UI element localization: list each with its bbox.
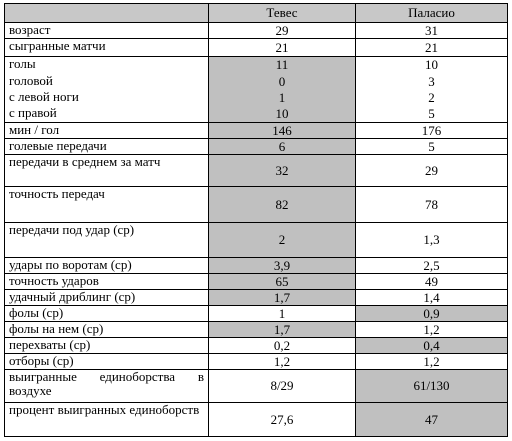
row-label: процент выигранных единоборств (4, 402, 209, 437)
table-row: с правой 10 5 (4, 105, 508, 123)
row-label: отборы (ср) (4, 353, 209, 370)
value-cell: 1,2 (208, 353, 356, 370)
row-label: голевые передачи (4, 138, 209, 155)
table-row: выигранные единоборства в воздухе 8/29 61/… (4, 369, 508, 403)
value-cell: 8/29 (208, 369, 356, 403)
value-cell: 1,7 (208, 289, 356, 306)
value-cell: 176 (355, 122, 508, 139)
value-cell: 31 (355, 22, 508, 39)
row-label: мин / гол (4, 122, 209, 139)
table-row: головой 0 3 (4, 73, 508, 90)
value-cell: 47 (355, 402, 508, 437)
row-label: возраст (4, 22, 209, 39)
row-label: с правой (4, 105, 209, 123)
table-row: мин / гол 146 176 (4, 122, 508, 139)
value-cell: 49 (355, 273, 508, 290)
value-cell: 5 (355, 138, 508, 155)
value-cell: 29 (355, 154, 508, 187)
table-row: возраст 29 31 (4, 22, 508, 39)
table-row: удары по воротам (ср) 3,9 2,5 (4, 257, 508, 274)
table-row: перехваты (ср) 0,2 0,4 (4, 337, 508, 354)
value-cell: 6 (208, 138, 356, 155)
table-body: возраст 29 31 сыгранные матчи 21 21 голы 11 10 го… (4, 22, 508, 437)
value-cell: 65 (208, 273, 356, 290)
row-label: точность ударов (4, 273, 209, 290)
row-label: передачи под удар (ср) (4, 222, 209, 258)
row-label: удачный дриблинг (ср) (4, 289, 209, 306)
value-cell: 146 (208, 122, 356, 139)
value-cell: 0 (208, 73, 356, 90)
value-cell: 2 (355, 89, 508, 106)
value-cell: 1,4 (355, 289, 508, 306)
value-cell: 78 (355, 186, 508, 223)
value-cell: 5 (355, 105, 508, 123)
table-row: фолы на нем (ср) 1,7 1,2 (4, 321, 508, 338)
table-row: передачи под удар (ср) 2 1,3 (4, 222, 508, 258)
table-row: передачи в среднем за матч 32 29 (4, 154, 508, 187)
table-row: отборы (ср) 1,2 1,2 (4, 353, 508, 370)
header-row: Тевес Паласио (4, 3, 508, 23)
value-cell: 1,3 (355, 222, 508, 258)
table-row: удачный дриблинг (ср) 1,7 1,4 (4, 289, 508, 306)
header-cell: Паласио (355, 3, 508, 23)
table-row: сыгранные матчи 21 21 (4, 38, 508, 57)
row-label: передачи в среднем за матч (4, 154, 209, 187)
table-row: процент выигранных единоборств 27,6 47 (4, 402, 508, 437)
header-cell: Тевес (208, 3, 356, 23)
value-cell: 29 (208, 22, 356, 39)
value-cell: 10 (355, 56, 508, 74)
value-cell: 3,9 (208, 257, 356, 274)
value-cell: 1,2 (355, 321, 508, 338)
stats-table: Тевес Паласио возраст 29 31 сыгранные матчи… (4, 3, 508, 437)
value-cell: 1,2 (355, 353, 508, 370)
value-cell: 10 (208, 105, 356, 123)
table-row: фолы (ср) 1 0,9 (4, 305, 508, 322)
value-cell: 0,4 (355, 337, 508, 354)
row-label: выигранные единоборства в воздухе (4, 369, 209, 403)
value-cell: 27,6 (208, 402, 356, 437)
value-cell: 2 (208, 222, 356, 258)
table-row: с левой ноги 1 2 (4, 89, 508, 106)
value-cell: 21 (355, 38, 508, 57)
value-cell: 0,2 (208, 337, 356, 354)
table-row: голы 11 10 (4, 56, 508, 74)
value-cell: 1,7 (208, 321, 356, 338)
header-cell (4, 3, 209, 23)
value-cell: 2,5 (355, 257, 508, 274)
row-label: удары по воротам (ср) (4, 257, 209, 274)
value-cell: 11 (208, 56, 356, 74)
table-row: точность ударов 65 49 (4, 273, 508, 290)
row-label: сыгранные матчи (4, 38, 209, 57)
row-label: головой (4, 73, 209, 90)
value-cell: 21 (208, 38, 356, 57)
value-cell: 32 (208, 154, 356, 187)
value-cell: 61/130 (355, 369, 508, 403)
value-cell: 82 (208, 186, 356, 223)
row-label: с левой ноги (4, 89, 209, 106)
value-cell: 1 (208, 89, 356, 106)
row-label: точность передач (4, 186, 209, 223)
value-cell: 1 (208, 305, 356, 322)
row-label: голы (4, 56, 209, 74)
row-label: фолы (ср) (4, 305, 209, 322)
table-row: точность передач 82 78 (4, 186, 508, 223)
table-row: голевые передачи 6 5 (4, 138, 508, 155)
row-label: фолы на нем (ср) (4, 321, 209, 338)
value-cell: 3 (355, 73, 508, 90)
row-label: перехваты (ср) (4, 337, 209, 354)
value-cell: 0,9 (355, 305, 508, 322)
